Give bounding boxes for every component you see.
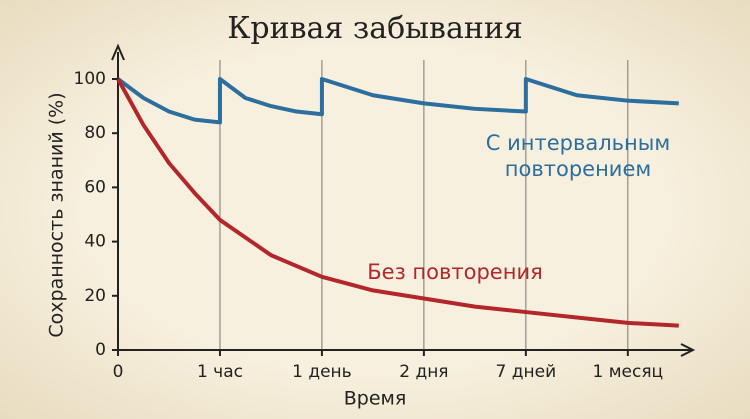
x-axis [118, 343, 696, 357]
y-tick-label: 20 [84, 286, 106, 306]
x-tick-label: 0 [113, 362, 124, 382]
x-tick-label: 1 месяц [592, 362, 663, 382]
series-label: С интервальным повторением [485, 131, 671, 181]
series-label: Без повторения [367, 260, 543, 284]
y-axis [111, 43, 125, 350]
y-tick-label: 80 [84, 123, 106, 143]
y-tick-label: 60 [84, 177, 106, 197]
y-tick-label: 40 [84, 232, 106, 252]
x-tick-label: 1 час [197, 362, 243, 382]
series-line [116, 78, 679, 328]
chart-title: Кривая забывания [227, 11, 523, 46]
y-axis-label: Сохранность знаний (%) [46, 92, 68, 337]
x-tick-label: 7 дней [496, 362, 557, 382]
x-axis-label: Время [344, 388, 407, 410]
x-tick-label: 1 день [292, 362, 352, 382]
x-tick-label: 2 дня [399, 362, 448, 382]
y-tick-label: 0 [95, 340, 106, 360]
y-tick-label: 100 [74, 69, 106, 89]
series-line [116, 77, 679, 125]
